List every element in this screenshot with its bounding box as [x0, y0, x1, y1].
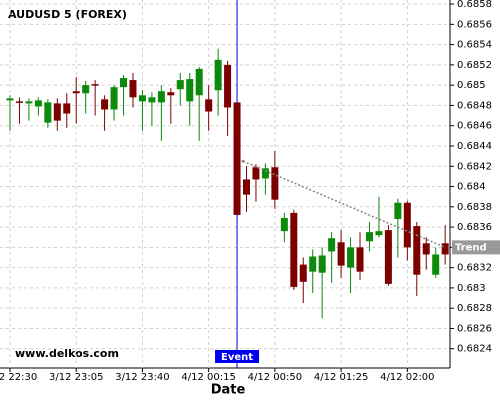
y-tick-label: 0.6846	[457, 121, 492, 132]
candle-body	[148, 97, 156, 103]
y-tick-label: 0.6842	[457, 161, 492, 172]
y-tick-label: 0.6844	[457, 141, 492, 152]
x-tick-label: 3/12 22:30	[0, 372, 37, 383]
trend-label: Trend	[455, 242, 487, 253]
candle-body	[110, 87, 118, 110]
candle-body	[167, 92, 175, 96]
y-tick-label: 0.6824	[457, 344, 492, 355]
candle-body	[91, 84, 99, 86]
watermark: www.delkos.com	[15, 347, 119, 360]
candle-body	[337, 242, 345, 266]
candle-body	[63, 103, 71, 114]
candle-body	[280, 217, 288, 232]
candle-body	[205, 99, 213, 112]
candle-body	[243, 179, 250, 195]
candle-body	[299, 264, 307, 282]
candle-body	[403, 202, 411, 248]
candle-body	[375, 231, 383, 236]
x-axis-label: Date	[211, 383, 246, 398]
candle-body	[318, 255, 326, 273]
candle-body	[138, 95, 146, 102]
x-tick-label: 4/12 01:25	[314, 372, 368, 383]
chart-title: AUDUSD 5 (FOREX)	[8, 8, 127, 21]
trend-label-box	[452, 240, 500, 255]
y-tick-label: 0.6848	[457, 100, 492, 111]
candle-body	[233, 102, 241, 215]
candle-body	[44, 102, 52, 123]
candle-body	[261, 168, 269, 179]
y-tick-label: 0.6826	[457, 323, 492, 334]
candle-body	[195, 68, 203, 96]
y-tick-label: 0.6828	[457, 303, 492, 314]
event-label-box	[215, 350, 260, 363]
y-tick-label: 0.6838	[457, 202, 492, 213]
y-tick-label: 0.6858	[457, 0, 492, 10]
candle-body	[157, 91, 165, 103]
candle-body	[328, 238, 336, 252]
candle-body	[214, 59, 222, 91]
candle-body	[432, 254, 440, 275]
candle-body	[101, 99, 109, 110]
x-tick-label: 4/12 02:00	[380, 372, 434, 383]
y-tick-label: 0.6832	[457, 263, 492, 274]
x-tick-label: 3/12 23:05	[49, 372, 103, 383]
candle-body	[384, 230, 392, 284]
candle-body	[34, 100, 42, 107]
candle-body	[224, 64, 232, 108]
y-tick-label: 0.6836	[457, 222, 492, 233]
candle-body	[82, 85, 90, 94]
x-tick-label: 4/12 00:15	[181, 372, 235, 383]
x-tick-label: 4/12 00:50	[248, 372, 302, 383]
candle-body	[309, 256, 317, 272]
candle-body	[252, 167, 260, 180]
candle-body	[25, 101, 33, 104]
candle-body	[186, 79, 194, 102]
candle-body	[271, 167, 279, 200]
y-tick-label: 0.683	[457, 283, 486, 294]
x-tick-label: 3/12 23:40	[115, 372, 169, 383]
candle-body	[365, 232, 373, 242]
candle-body	[394, 202, 402, 219]
y-tick-label: 0.685	[457, 80, 486, 91]
candle-body	[6, 98, 14, 101]
y-tick-label: 0.684	[457, 182, 486, 193]
candle-body	[356, 247, 364, 272]
candle-body	[72, 91, 80, 94]
candle-body	[290, 212, 298, 287]
candle-body	[441, 243, 449, 255]
candle-body	[120, 78, 128, 88]
candle-body	[176, 80, 184, 90]
grid	[0, 0, 450, 368]
candle-body	[422, 243, 430, 255]
event-label: Event	[221, 352, 253, 363]
candle-body	[129, 80, 137, 98]
y-tick-label: 0.6854	[457, 40, 492, 51]
y-tick-label: 0.6856	[457, 19, 492, 30]
y-tick-label: 0.6852	[457, 60, 492, 71]
trend-line	[242, 160, 446, 249]
candle-body	[53, 103, 61, 121]
trend-anchor	[241, 159, 245, 163]
candle-body	[347, 247, 355, 268]
candle-body	[413, 226, 421, 275]
candle-body	[15, 101, 23, 103]
